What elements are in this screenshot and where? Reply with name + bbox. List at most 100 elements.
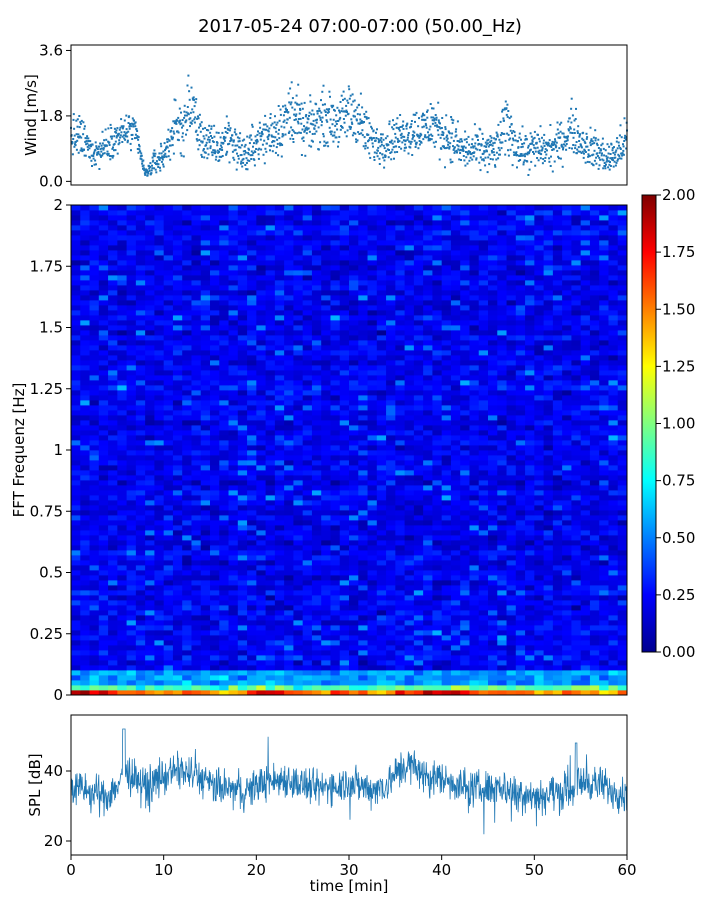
heatmap-cell: [302, 575, 313, 581]
heatmap-cell: [423, 535, 433, 541]
heatmap-cell: [293, 575, 304, 581]
wind-point: [201, 155, 203, 158]
wind-point: [284, 104, 287, 107]
wind-point: [389, 141, 392, 144]
heatmap-cell: [293, 530, 304, 536]
wind-point: [182, 124, 185, 127]
heatmap-cell: [580, 475, 591, 481]
wind-point: [595, 156, 598, 159]
heatmap-cell: [256, 480, 266, 486]
heatmap-cell: [376, 650, 387, 656]
heatmap-cell: [386, 665, 396, 671]
heatmap-cell: [126, 660, 137, 666]
wind-point: [490, 139, 493, 142]
wind-point: [443, 146, 445, 148]
heatmap-cell: [386, 490, 396, 496]
wind-point: [83, 154, 86, 157]
heatmap-cell: [515, 435, 526, 441]
wind-point: [79, 135, 81, 138]
heatmap-cell: [200, 610, 211, 616]
heatmap-cell: [145, 545, 155, 551]
heatmap-cell: [450, 560, 461, 566]
heatmap-cell: [154, 675, 165, 681]
heatmap-cell: [423, 455, 433, 461]
wind-point: [547, 144, 550, 147]
wind-point: [453, 151, 456, 154]
wind-point: [108, 155, 111, 157]
heatmap-cell: [413, 580, 424, 586]
heatmap-cell: [589, 575, 600, 581]
wind-point: [304, 129, 306, 132]
wind-point: [270, 134, 273, 137]
heatmap-cell: [497, 625, 507, 631]
wind-point: [169, 144, 172, 147]
heatmap-cell: [488, 515, 498, 521]
wind-point: [551, 140, 554, 143]
wind-point: [370, 138, 373, 141]
heatmap-cell: [321, 670, 331, 676]
heatmap-cell: [228, 550, 239, 556]
heatmap-cell: [404, 550, 415, 556]
heatmap-cell: [293, 455, 304, 461]
wind-point: [267, 135, 270, 138]
heatmap-cell: [219, 575, 229, 581]
heatmap-cell: [330, 480, 341, 486]
heatmap-cell: [247, 610, 257, 616]
wind-point: [592, 153, 595, 156]
heatmap-cell: [126, 430, 137, 436]
heatmap-cell: [247, 570, 257, 576]
wind-point: [391, 126, 394, 129]
heatmap-cell: [450, 685, 461, 691]
heatmap-cell: [599, 615, 609, 621]
heatmap-cell: [460, 540, 470, 546]
heatmap-cell: [525, 520, 535, 526]
wind-point: [277, 154, 280, 157]
heatmap-cell: [441, 680, 452, 686]
wind-point: [344, 131, 347, 134]
heatmap-cell: [376, 465, 387, 471]
wind-point: [190, 86, 193, 89]
heatmap-cell: [80, 600, 90, 606]
heatmap-cell: [404, 585, 415, 591]
heatmap-cell: [210, 495, 220, 501]
heatmap-cell: [460, 480, 470, 486]
heatmap-cell: [608, 580, 619, 586]
wind-point: [281, 133, 284, 135]
heatmap-cell: [534, 500, 544, 506]
heatmap-cell: [441, 640, 452, 646]
wind-point: [565, 148, 568, 151]
heatmap-cell: [580, 570, 591, 576]
wind-point: [290, 101, 293, 104]
heatmap-cell: [488, 625, 498, 631]
heatmap-cell: [386, 590, 396, 596]
heatmap-cell: [163, 475, 174, 481]
heatmap-cell: [302, 620, 313, 626]
heatmap-cell: [182, 690, 192, 696]
wind-point: [91, 165, 93, 167]
wind-point: [368, 122, 371, 125]
wind-point: [255, 148, 258, 150]
heatmap-cell: [256, 655, 266, 661]
heatmap-cell: [562, 665, 572, 671]
heatmap-cell: [108, 485, 118, 491]
heatmap-cell: [617, 485, 628, 491]
heatmap-cell: [293, 540, 304, 546]
heatmap-cell: [478, 530, 489, 536]
heatmap-cell: [386, 475, 396, 481]
heatmap-cell: [154, 560, 165, 566]
heatmap-cell: [599, 555, 609, 561]
wind-point: [364, 142, 367, 145]
wind-point: [583, 152, 585, 155]
heatmap-cell: [506, 615, 517, 621]
heatmap-cell: [376, 685, 387, 691]
heatmap-cell: [182, 615, 192, 621]
heatmap-cell: [460, 680, 470, 686]
heatmap-cell: [330, 665, 341, 671]
heatmap-cell: [293, 645, 304, 651]
wind-point: [290, 126, 293, 129]
heatmap-cell: [265, 430, 276, 436]
heatmap-cell: [562, 575, 572, 581]
wind-point: [540, 153, 543, 156]
heatmap-cell: [228, 490, 239, 496]
wind-point: [475, 158, 478, 161]
